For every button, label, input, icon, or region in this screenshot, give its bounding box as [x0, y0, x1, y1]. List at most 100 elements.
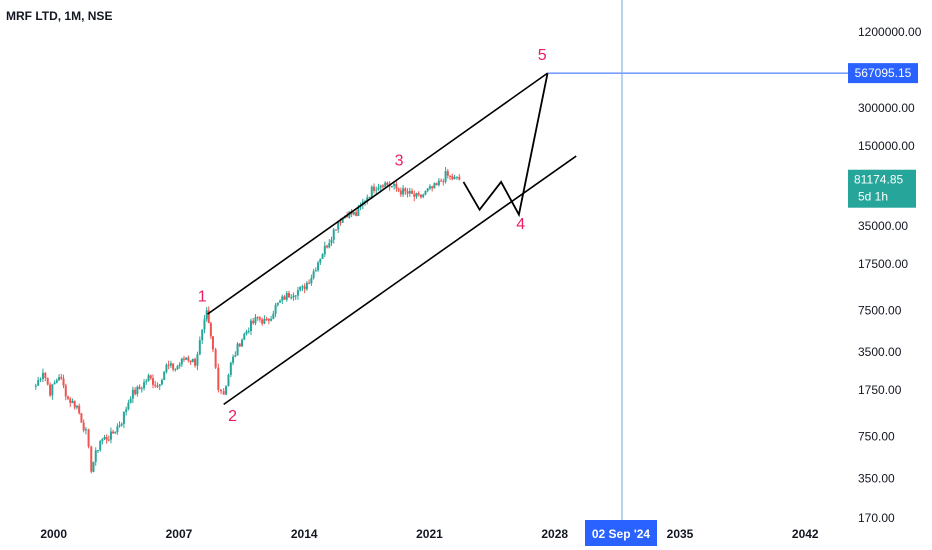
x-tick-label: 2035 — [667, 527, 694, 541]
wave-label-3: 3 — [395, 153, 404, 170]
candle-body — [254, 317, 257, 324]
candle-body — [105, 437, 108, 440]
candle-body — [458, 176, 461, 180]
candle-body — [178, 364, 181, 367]
candle-body — [62, 378, 65, 386]
wave-label-5: 5 — [538, 47, 547, 64]
candle-body — [261, 319, 264, 324]
wave-label-4: 4 — [516, 216, 525, 233]
candle-body — [138, 386, 141, 389]
candle-body — [317, 262, 320, 271]
candle-body — [303, 286, 306, 290]
candle-body — [424, 191, 427, 195]
candle-body — [384, 182, 387, 187]
candle-body — [330, 239, 333, 244]
candle-body — [415, 193, 418, 197]
candle-body — [136, 386, 139, 395]
candle-body — [285, 293, 288, 300]
candle-body — [426, 188, 429, 192]
candle-body — [352, 212, 355, 215]
candle-body — [194, 358, 197, 366]
y-tick-label: 7500.00 — [858, 303, 902, 317]
candle-body — [196, 354, 199, 366]
candle-body — [182, 358, 185, 360]
candle-body — [377, 187, 380, 190]
candle-body — [381, 185, 384, 187]
candle-body — [431, 186, 434, 189]
candle-body — [411, 190, 414, 194]
candle-body — [355, 212, 358, 216]
candle-body — [406, 191, 409, 194]
crosshair-date-label: 02 Sep '24 — [592, 527, 651, 541]
candle-body — [49, 384, 52, 396]
candle-body — [437, 180, 440, 186]
candle-body — [147, 375, 150, 382]
candle-body — [180, 358, 183, 365]
candle-body — [310, 278, 313, 284]
candle-body — [39, 378, 42, 381]
candle-body — [283, 296, 286, 300]
candle-body — [220, 389, 222, 392]
candle-body — [357, 206, 360, 216]
y-tick-label: 1200000.00 — [858, 25, 922, 39]
symbol-title: MRF LTD, 1M, NSE — [6, 9, 113, 23]
candle-body — [299, 287, 302, 291]
candle-body — [149, 375, 152, 379]
candle-body — [274, 304, 277, 314]
candle-body — [337, 222, 340, 230]
candle-body — [165, 364, 168, 372]
last-price-badge — [848, 169, 916, 208]
candle-body — [116, 426, 119, 433]
candle-body — [272, 313, 275, 319]
candle-body — [373, 186, 375, 191]
candle-body — [435, 183, 438, 186]
candle-body — [442, 181, 445, 183]
candle-body — [154, 384, 157, 387]
candle-body — [140, 388, 143, 390]
candle-body — [444, 171, 447, 182]
candle-body — [207, 310, 210, 324]
candle-body — [370, 186, 373, 197]
candle-body — [326, 245, 329, 248]
candle-body — [41, 372, 44, 379]
candle-body — [176, 366, 179, 369]
candle-body — [53, 382, 56, 385]
candle-body — [301, 286, 304, 288]
candle-body — [232, 356, 235, 363]
y-tick-label: 300000.00 — [858, 101, 915, 115]
candle-body — [241, 339, 244, 347]
candle-body — [455, 176, 458, 178]
candle-body — [163, 371, 166, 380]
candle-body — [236, 343, 239, 356]
x-tick-label: 2042 — [792, 527, 819, 541]
candle-body — [308, 282, 311, 284]
candle-body — [375, 189, 378, 191]
candle-body — [129, 398, 132, 403]
candle-body — [390, 185, 393, 187]
candle-body — [87, 429, 90, 447]
candle-body — [256, 317, 259, 319]
candle-body — [397, 188, 400, 191]
candle-body — [341, 217, 344, 223]
wave-label-2: 2 — [228, 408, 237, 425]
candle-body — [314, 270, 317, 272]
candle-body — [321, 254, 324, 259]
candle-body — [71, 401, 74, 403]
candle-body — [134, 389, 137, 395]
candle-body — [214, 349, 217, 368]
y-tick-label: 350.00 — [858, 471, 895, 485]
candle-body — [222, 391, 225, 395]
y-tick-label: 1750.00 — [858, 383, 902, 397]
candle-body — [312, 271, 315, 279]
candle-body — [258, 317, 261, 320]
candle-body — [234, 355, 237, 357]
candle-body — [399, 190, 402, 195]
candle-body — [94, 450, 97, 462]
candle-body — [296, 290, 299, 296]
candle-body — [227, 374, 230, 387]
candle-body — [243, 333, 246, 340]
last-price-label: 81174.85 — [854, 173, 903, 187]
y-tick-label: 17500.00 — [858, 257, 908, 271]
